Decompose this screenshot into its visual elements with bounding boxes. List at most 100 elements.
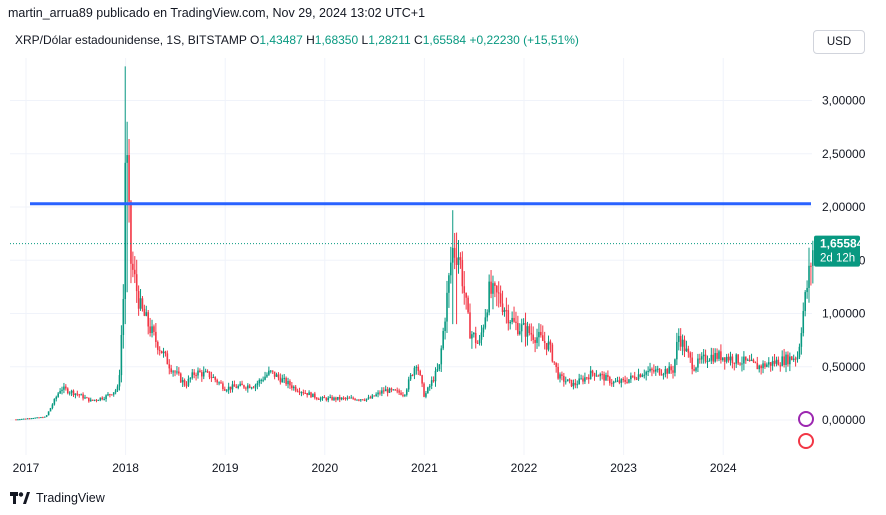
- y-tick-label: 1,00000: [822, 307, 866, 321]
- candle-body: [595, 375, 598, 377]
- candle-body: [453, 247, 456, 258]
- candle-body: [78, 394, 81, 396]
- candle-body: [235, 386, 238, 388]
- candle-body: [609, 377, 611, 384]
- candle-body: [589, 370, 592, 380]
- candle-body: [455, 257, 458, 265]
- candle-body: [658, 368, 661, 375]
- candle-body: [256, 383, 259, 386]
- candle-body: [187, 378, 190, 386]
- candle-body: [398, 390, 400, 393]
- candle-body: [766, 364, 768, 367]
- candle-body: [413, 367, 416, 376]
- flag-icon[interactable]: [798, 433, 814, 449]
- candle-body: [262, 379, 264, 381]
- candle-body: [109, 394, 111, 396]
- candle-body: [702, 354, 705, 357]
- candle-body: [312, 393, 314, 398]
- candle-body: [296, 390, 299, 392]
- candle-body: [739, 363, 741, 365]
- candle-body: [164, 351, 167, 354]
- last-price-tag: 1,65584 2d 12h: [814, 235, 864, 267]
- candle-body: [704, 354, 707, 362]
- candle-body: [411, 374, 414, 376]
- candle-body: [664, 369, 667, 375]
- candles: [15, 66, 814, 421]
- candle-body: [396, 390, 399, 392]
- candle-body: [568, 379, 571, 381]
- candle-body: [26, 418, 29, 420]
- candle-body: [653, 370, 655, 372]
- x-tick-label: 2018: [112, 461, 139, 475]
- candle-body: [342, 397, 345, 399]
- currency-button[interactable]: USD: [813, 30, 865, 54]
- candle-body: [582, 378, 584, 382]
- candle-body: [685, 348, 688, 352]
- y-tick-label: 2,50000: [822, 147, 866, 161]
- candle-body: [490, 281, 492, 294]
- candle-body: [409, 374, 412, 380]
- candle-body: [557, 366, 559, 379]
- candle-body: [524, 323, 527, 337]
- candle-body: [532, 334, 534, 340]
- y-tick-label: 0,50000: [822, 360, 866, 374]
- footer-brand[interactable]: TradingView: [10, 491, 105, 505]
- candle-body: [392, 389, 395, 391]
- candle-body: [534, 339, 536, 343]
- close-key: C: [414, 33, 423, 47]
- lightning-icon[interactable]: [798, 411, 814, 427]
- candle-body: [199, 370, 201, 373]
- candle-body: [135, 274, 138, 292]
- candle-body: [425, 393, 427, 397]
- candle-body: [735, 354, 738, 364]
- candle-body: [68, 392, 71, 394]
- symbol-label[interactable]: XRP/Dólar estadounidense, 1S, BITSTAMP: [15, 33, 247, 47]
- candle-body: [645, 371, 648, 375]
- candle-body: [57, 393, 59, 397]
- candle-body: [268, 370, 270, 375]
- candle-body: [750, 359, 753, 362]
- candle-body: [522, 323, 525, 325]
- candle-body: [354, 398, 356, 401]
- candle-body: [195, 374, 197, 376]
- candle-body: [676, 341, 678, 360]
- candle-body: [687, 348, 690, 353]
- candle-body: [321, 396, 324, 399]
- candle-body: [783, 356, 785, 365]
- candle-body: [377, 392, 379, 395]
- candle-body: [677, 335, 680, 342]
- candle-body: [792, 358, 795, 360]
- y-tick-label: 2,00000: [822, 200, 866, 214]
- candle-body: [32, 418, 35, 420]
- candle-body: [683, 339, 686, 352]
- candle-body: [729, 356, 732, 361]
- candle-body: [264, 376, 266, 380]
- candle-body: [710, 354, 713, 361]
- candle-body: [808, 265, 810, 288]
- candle-body: [329, 396, 331, 398]
- candle-body: [153, 326, 155, 332]
- publisher-line: martin_arrua89 publicado en TradingView.…: [8, 6, 426, 20]
- candle-body: [785, 354, 787, 365]
- candle-body: [442, 330, 444, 349]
- candle-body: [273, 371, 276, 377]
- candle-body: [496, 285, 498, 293]
- candle-body: [304, 392, 307, 394]
- candle-body: [743, 356, 745, 364]
- candle-body: [812, 250, 814, 266]
- candle-body: [421, 375, 423, 384]
- candle-body: [746, 359, 749, 361]
- y-tick-label: 3,00000: [822, 94, 866, 108]
- candle-body: [139, 298, 142, 309]
- candle-body: [584, 377, 586, 382]
- candle-body: [515, 321, 517, 323]
- candle-body: [695, 367, 697, 371]
- candle-body: [580, 378, 582, 380]
- candle-body: [38, 417, 40, 419]
- candle-body: [643, 374, 646, 376]
- candle-body: [564, 381, 567, 383]
- candle-body: [248, 385, 251, 388]
- candle-body: [725, 356, 728, 362]
- candle-body: [528, 326, 531, 333]
